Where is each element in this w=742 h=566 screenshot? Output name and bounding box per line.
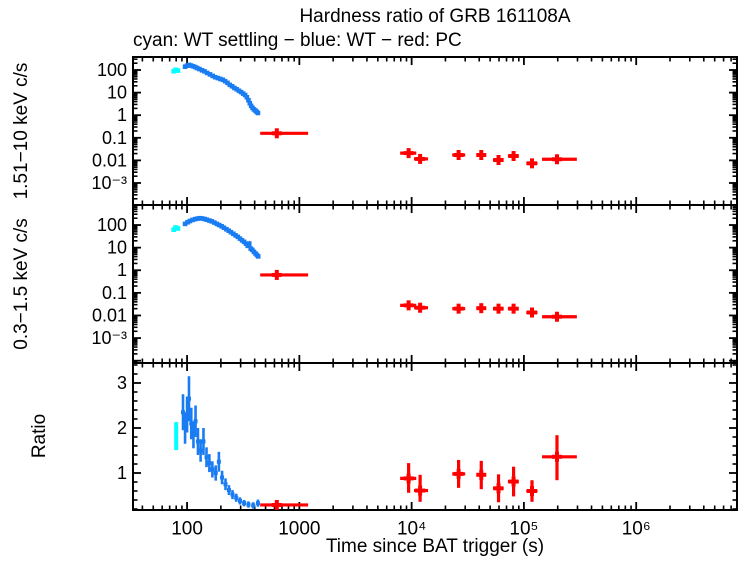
pc-point [400, 463, 417, 493]
svg-text:10: 10 [107, 83, 127, 103]
pc-point [526, 307, 538, 318]
pc-point [507, 303, 519, 314]
pc-point [414, 302, 429, 313]
series-wt-soft [182, 215, 261, 259]
pc-point [260, 499, 309, 510]
pc-point [400, 300, 417, 311]
svg-text:0.1: 0.1 [102, 128, 127, 148]
x-tick-labels: 100 1000 10⁴ 10⁵ 10⁶ [171, 519, 650, 540]
y-axis-label-ratio: Ratio [29, 413, 50, 459]
series-pc-hard [260, 128, 577, 169]
series-wt_settling-soft [171, 225, 181, 233]
pc-point [476, 150, 487, 161]
svg-text:1000: 1000 [278, 519, 320, 540]
pc-point [542, 154, 577, 165]
svg-text:3: 3 [117, 373, 127, 393]
y-axis-label-soft-band: 0.3−1.5 keV c/s [11, 218, 32, 350]
pc-point [414, 474, 429, 502]
chart-title: Hardness ratio of GRB 161108A [299, 6, 571, 27]
series-pc-ratio [260, 435, 577, 510]
panel-soft: 100 101 0.10.01 10⁻³ [91, 204, 738, 364]
svg-text:0.1: 0.1 [102, 283, 127, 303]
svg-text:10: 10 [107, 238, 127, 258]
pc-point [492, 154, 504, 165]
pc-point [507, 151, 519, 162]
series-pc-soft [260, 269, 577, 322]
pc-point [526, 158, 538, 169]
pc-point [260, 128, 309, 139]
svg-text:1: 1 [117, 105, 127, 125]
svg-text:0.01: 0.01 [92, 305, 127, 325]
series-wt-ratio [180, 376, 260, 509]
series-wt-hard [182, 62, 261, 116]
svg-text:10⁻³: 10⁻³ [91, 173, 127, 193]
chart-legend-subtitle: cyan: WT settling − blue: WT − red: PC [133, 30, 462, 51]
y-axis-label-hard-band: 1.51−10 keV c/s [11, 62, 32, 200]
pc-point [260, 269, 309, 280]
ticks-y-soft [133, 205, 737, 364]
pc-point [452, 459, 466, 488]
pc-point [476, 460, 487, 490]
data-hard [171, 62, 577, 169]
svg-text:10⁻³: 10⁻³ [91, 328, 127, 348]
pc-point [452, 303, 466, 314]
svg-text:1: 1 [117, 260, 127, 280]
ticks-y-ratio [133, 364, 737, 510]
ticks-x-hard [141, 57, 732, 205]
ticks-x-ratio [141, 363, 732, 510]
svg-text:100: 100 [97, 215, 127, 235]
svg-text:10⁶: 10⁶ [622, 519, 651, 540]
pc-point [542, 435, 577, 481]
pc-point [414, 153, 429, 164]
pc-point [492, 474, 504, 503]
pc-point [526, 480, 538, 502]
pc-point [507, 466, 519, 497]
panel-hard: 100 101 0.10.01 10⁻³ [91, 56, 738, 206]
ticks-y-hard [133, 58, 737, 200]
panel-ratio: 3 2 1 [117, 362, 738, 511]
y-tick-labels-soft: 100 101 0.10.01 10⁻³ [91, 215, 127, 348]
pc-point [476, 303, 487, 314]
pc-point [542, 311, 577, 322]
svg-text:1: 1 [117, 463, 127, 483]
data-ratio [174, 376, 577, 510]
svg-text:10⁴: 10⁴ [397, 519, 426, 540]
y-tick-labels-hard: 100 101 0.10.01 10⁻³ [91, 60, 127, 193]
pc-point [400, 148, 417, 159]
svg-text:100: 100 [97, 60, 127, 80]
series-wt_settling-hard [171, 67, 181, 74]
svg-text:2: 2 [117, 418, 127, 438]
x-axis-label: Time since BAT trigger (s) [325, 536, 545, 557]
y-tick-labels-ratio: 3 2 1 [117, 373, 127, 483]
svg-text:0.01: 0.01 [92, 150, 127, 170]
data-soft [171, 215, 577, 322]
svg-text:10⁵: 10⁵ [509, 519, 538, 540]
pc-point [452, 150, 466, 161]
pc-point [492, 303, 504, 314]
svg-text:100: 100 [171, 519, 203, 540]
